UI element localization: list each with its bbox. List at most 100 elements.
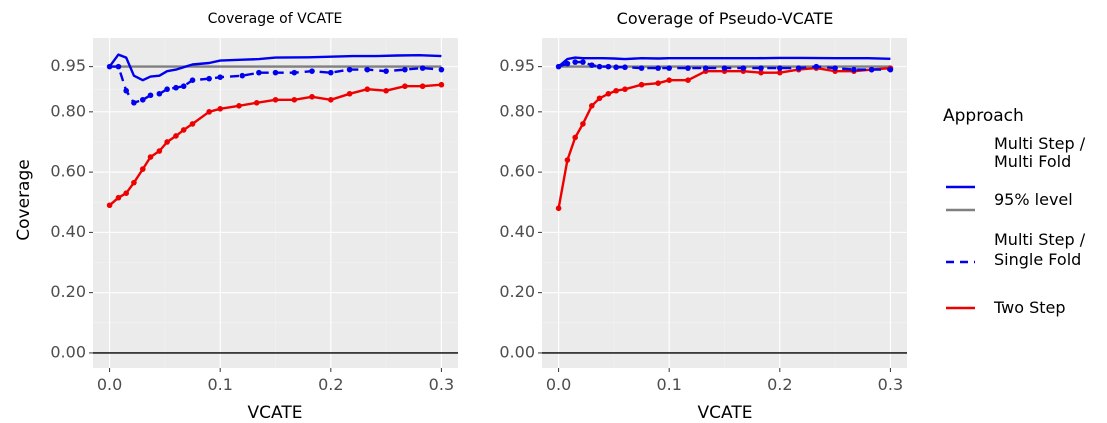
legend-label-multi-step-single-fold: Single Fold xyxy=(994,250,1081,269)
data-point-two-step xyxy=(613,87,619,94)
data-point-multi-step-single-fold xyxy=(596,63,603,70)
x-axis-right: 0.0 0.1 0.2 0.3 xyxy=(546,368,903,394)
data-point-two-step xyxy=(666,77,672,83)
data-point-multi-step-single-fold xyxy=(180,83,187,90)
data-point-multi-step-single-fold xyxy=(655,65,661,71)
data-point-multi-step-single-fold xyxy=(346,66,353,73)
data-point-multi-step-single-fold xyxy=(115,63,122,70)
data-point-multi-step-single-fold xyxy=(622,64,628,71)
data-point-multi-step-single-fold xyxy=(851,66,857,73)
data-point-two-step xyxy=(588,103,595,109)
data-point-two-step xyxy=(309,93,315,100)
data-point-two-step xyxy=(572,134,578,141)
data-point-multi-step-single-fold xyxy=(147,92,154,99)
legend-label-multi-step-multi-fold: Multi Step / xyxy=(994,134,1086,153)
series-line-multi-step-multi-fold xyxy=(108,53,442,82)
series-line-two-step xyxy=(557,66,891,209)
x-tick-label: 0.3 xyxy=(429,375,454,394)
data-point-two-step xyxy=(402,83,408,90)
data-point-multi-step-single-fold xyxy=(777,65,783,71)
legend-title: Approach xyxy=(943,106,1024,126)
x-tick-label: 0.0 xyxy=(97,375,122,394)
data-point-multi-step-single-fold xyxy=(813,63,820,70)
data-point-multi-step-single-fold xyxy=(256,69,262,76)
data-point-two-step xyxy=(156,148,163,154)
data-point-two-step xyxy=(364,86,371,93)
y-tick-label: 0.20 xyxy=(50,282,86,301)
panel-coverage-vcate: Coverage of VCATE 0.000.200.400.600.800.… xyxy=(50,11,458,423)
x-axis-title-left: VCATE xyxy=(248,403,303,423)
x-axis-left: 0.0 0.1 0.2 0.3 xyxy=(97,368,454,394)
data-point-multi-step-single-fold xyxy=(272,69,279,76)
x-tick-label: 0.3 xyxy=(878,375,903,394)
data-point-two-step xyxy=(180,127,187,133)
data-point-multi-step-single-fold xyxy=(740,65,747,71)
data-point-multi-step-single-fold xyxy=(164,86,170,93)
data-point-two-step xyxy=(777,69,783,76)
y-tick-label: 0.80 xyxy=(50,101,86,120)
data-point-two-step xyxy=(206,109,212,115)
data-point-multi-step-single-fold xyxy=(309,68,315,74)
data-point-two-step xyxy=(638,81,645,88)
x-tick-label: 0.1 xyxy=(207,375,232,394)
data-point-two-step xyxy=(596,95,603,102)
data-point-two-step xyxy=(147,154,154,160)
data-point-multi-step-single-fold xyxy=(638,65,645,71)
data-point-multi-step-single-fold xyxy=(419,65,426,71)
data-point-two-step xyxy=(605,90,612,97)
data-point-multi-step-single-fold xyxy=(123,87,129,94)
data-point-two-step xyxy=(253,99,260,106)
data-point-multi-step-single-fold xyxy=(564,60,571,67)
data-point-multi-step-single-fold xyxy=(605,63,612,70)
y-axis-title: Coverage xyxy=(14,159,34,240)
data-point-two-step xyxy=(438,81,445,88)
data-point-multi-step-single-fold xyxy=(328,69,334,76)
data-point-multi-step-single-fold xyxy=(887,66,894,73)
data-point-multi-step-single-fold xyxy=(139,96,146,103)
data-point-multi-step-single-fold xyxy=(588,62,595,68)
data-point-multi-step-single-fold xyxy=(189,77,196,83)
data-point-multi-step-single-fold xyxy=(832,65,838,71)
data-point-multi-step-single-fold xyxy=(291,69,298,76)
y-tick-label: 0.00 xyxy=(50,342,86,361)
data-point-two-step xyxy=(383,87,389,94)
data-point-multi-step-single-fold xyxy=(131,99,137,106)
data-point-multi-step-single-fold xyxy=(364,66,371,73)
data-point-two-step xyxy=(139,166,146,172)
data-point-two-step xyxy=(346,90,353,97)
data-point-multi-step-single-fold xyxy=(217,74,223,80)
y-tick-label: 0.20 xyxy=(499,282,535,301)
data-point-two-step xyxy=(555,205,562,212)
x-tick-label: 0.2 xyxy=(767,375,792,394)
data-point-multi-step-single-fold xyxy=(868,66,875,73)
legend-label-multi-step-multi-fold: Multi Fold xyxy=(994,152,1071,171)
data-point-two-step xyxy=(291,96,298,103)
x-tick-label: 0.0 xyxy=(546,375,571,394)
y-axis-left: 0.00 0.20 0.40 0.60 0.80 0.95 xyxy=(50,56,93,361)
data-point-multi-step-single-fold xyxy=(572,59,578,65)
y-tick-label: 0.80 xyxy=(499,101,535,120)
data-point-two-step xyxy=(173,133,179,139)
data-point-two-step xyxy=(655,80,661,87)
data-point-two-step xyxy=(758,69,764,76)
data-point-multi-step-single-fold xyxy=(173,84,179,91)
legend: Approach Multi Step /Multi Fold 95% level… xyxy=(943,106,1086,317)
data-point-multi-step-single-fold xyxy=(206,75,212,82)
data-point-two-step xyxy=(106,202,113,209)
x-tick-label: 0.1 xyxy=(656,375,681,394)
y-tick-label: 0.60 xyxy=(50,162,86,181)
y-axis-right: 0.00 0.20 0.40 0.60 0.80 0.95 xyxy=(499,56,542,361)
x-axis-title-right: VCATE xyxy=(698,403,753,423)
data-point-multi-step-single-fold xyxy=(438,66,445,73)
data-point-two-step xyxy=(685,77,691,83)
data-point-two-step xyxy=(131,179,137,186)
data-point-multi-step-single-fold xyxy=(666,65,672,71)
data-point-two-step xyxy=(217,106,223,112)
legend-label-95-level: 95% level xyxy=(994,190,1073,209)
y-tick-label: 0.40 xyxy=(499,222,535,241)
y-tick-label: 0.95 xyxy=(499,56,535,75)
data-point-multi-step-single-fold xyxy=(795,65,802,71)
gridlines-right xyxy=(542,38,907,368)
